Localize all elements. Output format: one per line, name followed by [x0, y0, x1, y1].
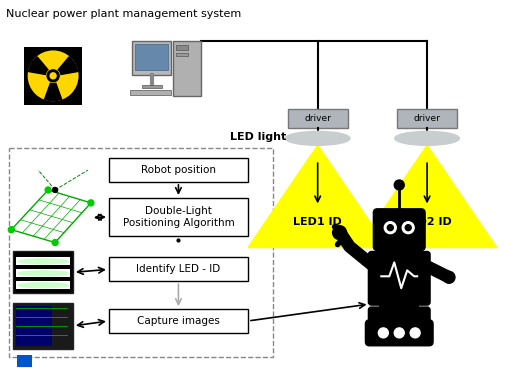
FancyBboxPatch shape [16, 306, 52, 346]
Ellipse shape [18, 259, 68, 264]
Circle shape [45, 187, 51, 193]
FancyBboxPatch shape [13, 251, 73, 293]
Circle shape [53, 187, 57, 192]
FancyBboxPatch shape [174, 41, 202, 96]
Polygon shape [357, 145, 497, 248]
Text: LED1 ID: LED1 ID [293, 217, 342, 227]
Circle shape [50, 73, 56, 79]
FancyBboxPatch shape [24, 47, 82, 105]
FancyBboxPatch shape [379, 302, 419, 310]
FancyBboxPatch shape [391, 247, 407, 254]
FancyBboxPatch shape [109, 258, 248, 281]
Circle shape [405, 225, 411, 231]
Text: driver: driver [304, 114, 331, 123]
Circle shape [333, 226, 347, 240]
Circle shape [394, 328, 404, 338]
FancyBboxPatch shape [13, 303, 73, 349]
FancyBboxPatch shape [397, 109, 457, 128]
Circle shape [378, 328, 388, 338]
FancyBboxPatch shape [177, 45, 189, 50]
Circle shape [394, 180, 404, 190]
Circle shape [88, 200, 94, 206]
Ellipse shape [395, 131, 459, 145]
Circle shape [443, 271, 455, 283]
FancyBboxPatch shape [177, 53, 189, 56]
Wedge shape [45, 83, 62, 100]
Polygon shape [11, 190, 91, 243]
FancyBboxPatch shape [130, 90, 171, 95]
Circle shape [384, 222, 396, 234]
Circle shape [47, 70, 59, 82]
Circle shape [8, 227, 15, 233]
FancyBboxPatch shape [135, 44, 168, 70]
FancyBboxPatch shape [16, 258, 70, 265]
FancyBboxPatch shape [109, 309, 248, 333]
FancyBboxPatch shape [16, 269, 70, 277]
Ellipse shape [285, 131, 350, 145]
FancyBboxPatch shape [132, 41, 171, 75]
Wedge shape [58, 57, 78, 74]
FancyBboxPatch shape [109, 158, 248, 182]
Circle shape [26, 49, 80, 103]
FancyBboxPatch shape [373, 209, 425, 251]
Text: driver: driver [414, 114, 440, 123]
FancyBboxPatch shape [16, 281, 70, 289]
Text: LED2 ID: LED2 ID [402, 217, 452, 227]
FancyBboxPatch shape [368, 307, 430, 327]
FancyBboxPatch shape [368, 251, 430, 305]
Polygon shape [248, 145, 387, 248]
Text: Identify LED - ID: Identify LED - ID [136, 264, 221, 275]
FancyBboxPatch shape [141, 85, 162, 88]
Circle shape [52, 240, 58, 245]
Text: Double-Light
Positioning Algorithm: Double-Light Positioning Algorithm [123, 206, 234, 227]
Text: Robot position: Robot position [141, 165, 216, 175]
Text: Nuclear power plant management system: Nuclear power plant management system [6, 9, 241, 20]
Ellipse shape [18, 271, 68, 276]
FancyBboxPatch shape [288, 109, 348, 128]
FancyBboxPatch shape [365, 320, 433, 346]
Circle shape [402, 222, 414, 234]
Text: Capture images: Capture images [137, 316, 220, 326]
Circle shape [410, 328, 420, 338]
FancyBboxPatch shape [17, 355, 32, 368]
Ellipse shape [18, 283, 68, 288]
Wedge shape [28, 57, 48, 74]
Circle shape [387, 225, 393, 231]
FancyBboxPatch shape [109, 198, 248, 236]
Text: LED light: LED light [230, 132, 286, 142]
